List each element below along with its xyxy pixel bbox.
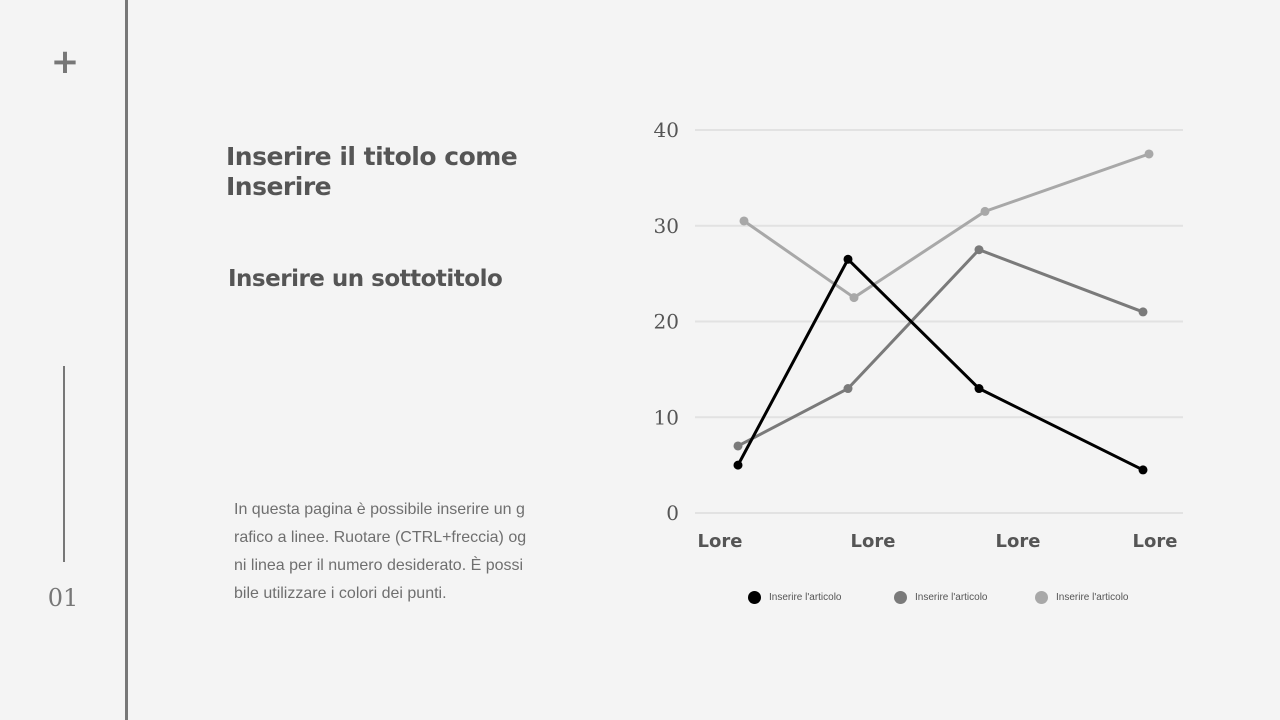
series-3-point [1144, 149, 1154, 159]
x-tick-label: Lore [698, 531, 743, 552]
series-1-point [1138, 465, 1148, 475]
series-line-3 [743, 152, 1150, 300]
series-line-2 [737, 248, 1144, 448]
legend-label: Inserire l'articolo [915, 592, 988, 603]
vertical-accent-line [63, 366, 65, 562]
slide-subtitle: Inserire un sottotitolo [228, 266, 503, 292]
sidebar-divider [125, 0, 128, 720]
series-2-point [733, 441, 743, 451]
series-line-1 [736, 257, 1144, 472]
series-2-point [1138, 307, 1148, 317]
body-line-1: In questa pagina è possibile inserire un… [234, 501, 525, 518]
series-2-point [974, 245, 984, 255]
y-tick-label: 30 [654, 214, 679, 238]
legend-marker [894, 591, 907, 604]
y-tick-label: 20 [654, 310, 679, 334]
chart-legend: Inserire l'articolo Inserire l'articolo In… [748, 591, 1188, 611]
slide-title: Inserire il titolo come Inserire [226, 142, 586, 202]
series-3-point [980, 206, 990, 216]
series-3-point [739, 216, 749, 226]
body-line-2: rafico a linee. Ruotare (CTRL+freccia) o… [234, 529, 527, 546]
x-tick-label: Lore [996, 531, 1041, 552]
legend-marker [1035, 591, 1048, 604]
slide-title-line-2: Inserire [226, 172, 332, 201]
page-number: 01 [47, 584, 79, 612]
line-chart: 0 10 20 30 40 Lore Lore Lore Lore [654, 118, 1183, 552]
series-1-point [843, 254, 853, 264]
legend-item: Inserire l'articolo [748, 591, 842, 604]
plus-icon: + [50, 42, 80, 82]
legend-label: Inserire l'articolo [1056, 592, 1129, 603]
y-tick-label: 0 [666, 501, 679, 525]
series-1-point [974, 384, 984, 394]
body-line-4: bile utilizzare i colori dei punti. [234, 585, 447, 602]
y-tick-label: 40 [654, 118, 679, 142]
y-tick-label: 10 [654, 405, 679, 429]
series-3-point [849, 293, 859, 303]
x-tick-label: Lore [1133, 531, 1178, 552]
legend-label: Inserire l'articolo [769, 592, 842, 603]
series-1-point [733, 460, 743, 470]
legend-item: Inserire l'articolo [1035, 591, 1129, 604]
legend-marker [748, 591, 761, 604]
x-tick-label: Lore [851, 531, 896, 552]
slide-title-line-1: Inserire il titolo come [226, 142, 518, 171]
body-line-3: ni linea per il numero desiderato. È pos… [234, 557, 524, 574]
legend-item: Inserire l'articolo [894, 591, 988, 604]
series-2-point [843, 384, 853, 394]
body-text: In questa pagina è possibile inserire un… [234, 496, 534, 608]
